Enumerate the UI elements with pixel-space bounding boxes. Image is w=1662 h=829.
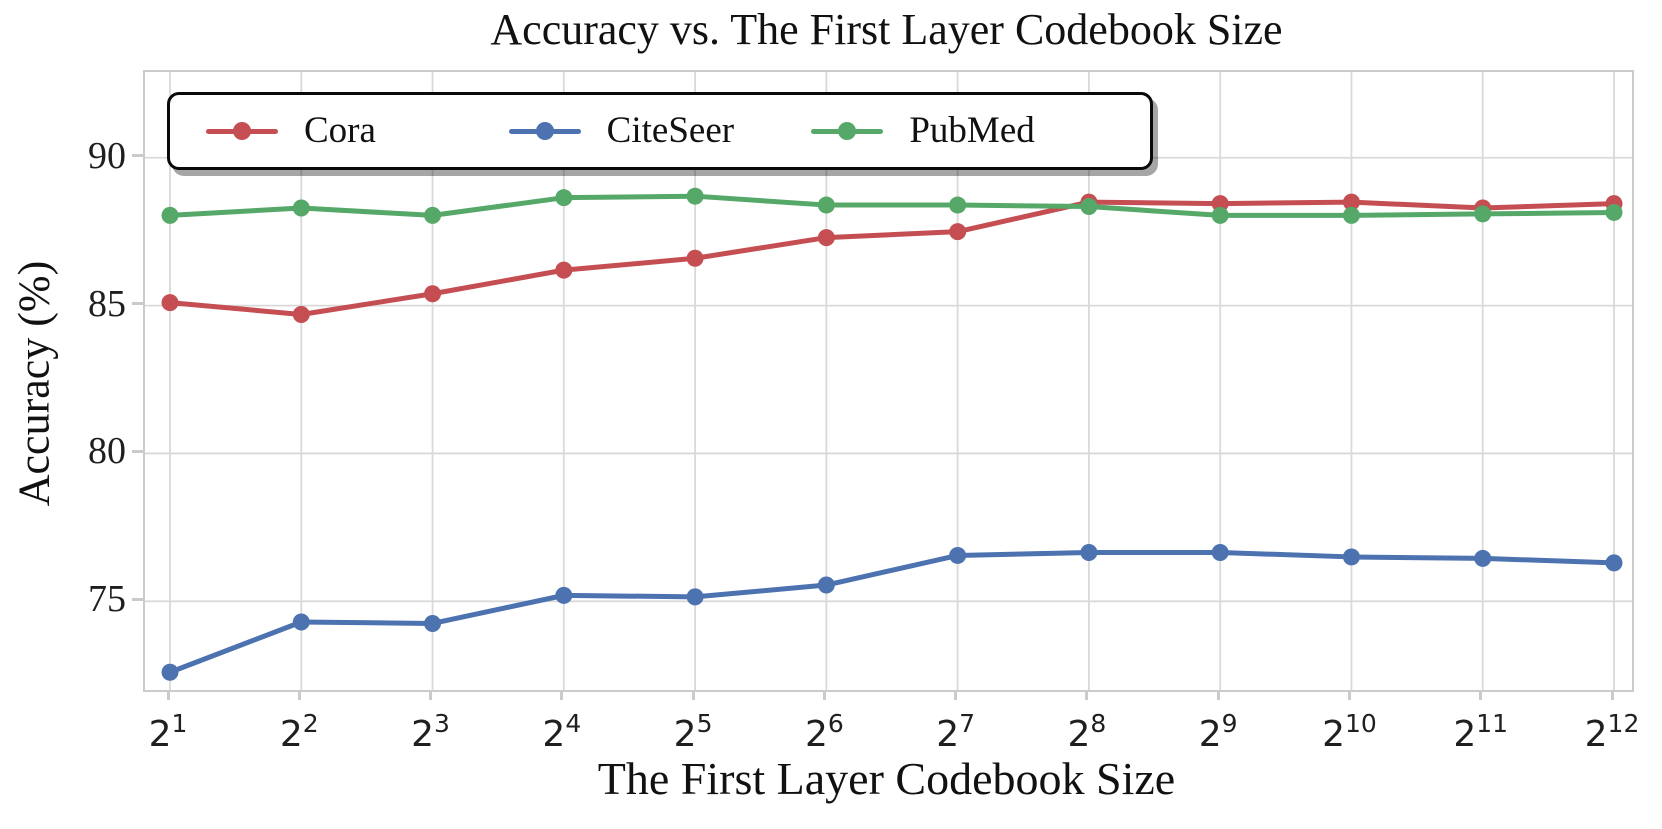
y-tick-mark (132, 154, 143, 158)
chart-title: Accuracy vs. The First Layer Codebook Si… (490, 5, 1283, 54)
data-point-pubmed (1474, 205, 1492, 223)
y-tick-label: 75 (88, 578, 126, 621)
legend-label-pubmed: PubMed (909, 110, 1035, 151)
data-point-cora (686, 249, 704, 267)
data-point-citeseer (949, 546, 967, 564)
legend-label-citeseer: CiteSeer (606, 110, 735, 151)
series-line-citeseer (167, 550, 1617, 675)
y-tick-mark (132, 449, 143, 453)
data-point-cora (817, 229, 835, 247)
data-point-cora (555, 261, 573, 279)
x-tick-mark (297, 690, 301, 700)
x-tick-label: 24 (542, 709, 582, 755)
data-point-pubmed (292, 199, 310, 217)
x-tick-label: 210 (1322, 709, 1377, 755)
y-tick-mark (132, 302, 143, 306)
x-tick-label: 212 (1584, 709, 1640, 755)
data-point-pubmed (555, 189, 573, 207)
cora-line-marker-icon (206, 121, 278, 141)
citeseer-line-marker-icon (508, 121, 581, 141)
data-point-citeseer (555, 586, 573, 604)
x-tick-mark (166, 690, 170, 700)
data-point-cora (161, 294, 179, 312)
data-point-citeseer (1474, 549, 1492, 567)
data-point-citeseer (292, 613, 310, 631)
data-point-citeseer (1605, 554, 1623, 572)
x-tick-label: 28 (1067, 709, 1107, 755)
x-tick-mark (429, 690, 433, 700)
x-tick-label: 25 (673, 709, 713, 755)
data-point-pubmed (686, 187, 704, 205)
data-point-citeseer (817, 576, 835, 594)
data-point-pubmed (1342, 206, 1360, 224)
legend-item-citeseer: CiteSeer (508, 110, 812, 151)
y-axis-label: Accuracy (%) (9, 260, 59, 507)
data-point-pubmed (817, 196, 835, 214)
pubmed-line-marker-icon (811, 121, 884, 141)
x-tick-label: 26 (804, 709, 844, 755)
data-point-pubmed (424, 206, 442, 224)
legend: Cora CiteSeer PubMed (167, 92, 1153, 170)
series-line-cora (167, 199, 1617, 317)
y-tick-label: 80 (88, 430, 126, 473)
x-tick-label: 29 (1198, 709, 1238, 755)
data-point-cora (1342, 193, 1360, 211)
data-point-pubmed (1080, 198, 1098, 216)
y-tick-label: 85 (88, 282, 126, 325)
x-tick-label: 21 (148, 709, 188, 755)
data-point-citeseer (1211, 544, 1229, 562)
data-point-cora (949, 223, 967, 241)
x-tick-mark (691, 690, 695, 700)
x-tick-mark (1085, 690, 1089, 700)
legend-item-pubmed: PubMed (811, 111, 1114, 151)
x-tick-mark (1610, 690, 1614, 700)
data-point-cora (424, 285, 442, 303)
data-point-citeseer (1080, 544, 1098, 562)
x-tick-label: 22 (279, 709, 319, 755)
data-point-citeseer (424, 614, 442, 632)
x-axis-label: The First Layer Codebook Size (597, 753, 1176, 804)
data-point-pubmed (161, 206, 179, 224)
x-tick-mark (1347, 690, 1351, 700)
y-tick-label: 90 (88, 134, 126, 177)
x-tick-label: 211 (1453, 709, 1509, 755)
data-point-cora (1211, 195, 1229, 213)
legend-label-cora: Cora (304, 110, 376, 151)
data-point-pubmed (1211, 206, 1229, 224)
x-tick-mark (560, 690, 564, 700)
y-tick-mark (132, 597, 143, 601)
x-tick-label: 23 (411, 709, 450, 755)
data-point-citeseer (1342, 548, 1360, 566)
plot-area: Cora CiteSeer PubMed (143, 70, 1634, 692)
x-tick-mark (822, 690, 826, 700)
x-tick-mark (1216, 690, 1220, 700)
data-point-citeseer (686, 588, 704, 606)
data-point-pubmed (949, 196, 967, 214)
x-tick-label: 27 (936, 709, 976, 755)
data-point-citeseer (161, 663, 179, 681)
data-point-cora (292, 305, 310, 323)
x-tick-mark (1479, 690, 1483, 700)
data-point-pubmed (1605, 203, 1623, 221)
legend-item-cora: Cora (206, 111, 509, 151)
x-tick-mark (954, 690, 958, 700)
series-line-pubmed (167, 193, 1617, 218)
